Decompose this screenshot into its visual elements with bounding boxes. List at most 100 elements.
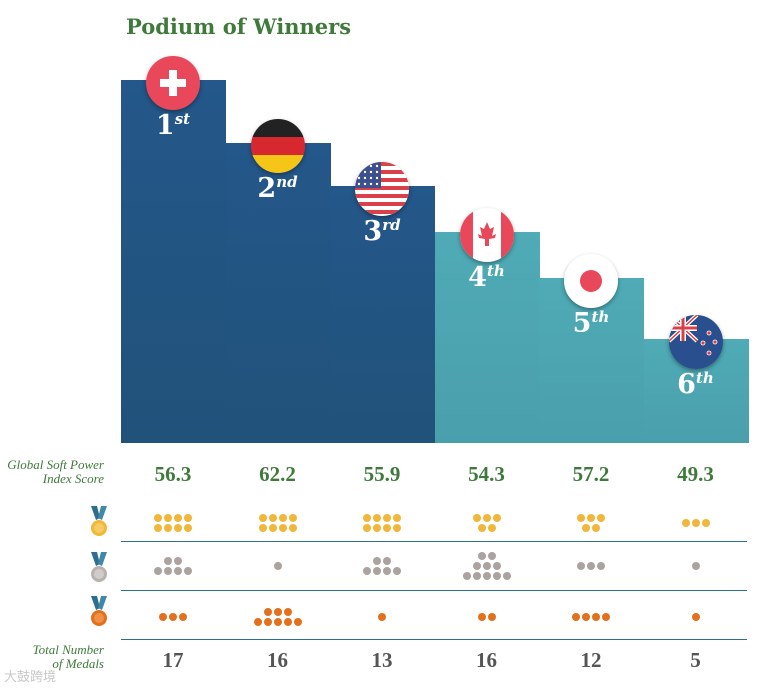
medal-dot [288,514,297,522]
medal-dot [587,514,596,522]
medal-dot [393,567,402,575]
watermark: 大鼓跨境 [4,670,57,685]
medal-dot [487,552,496,560]
medal-dot [383,524,392,532]
medal-dot [268,514,277,522]
bronze-medal-dots [330,600,434,634]
gold-medal-icon [91,506,107,536]
medal-dot [477,613,486,621]
canada-flag-icon [459,208,514,262]
score-label-line-1: Global Soft Power [7,457,104,472]
silver-row-divider [121,590,747,591]
total-medals: 16 [267,648,288,672]
soft-power-score: 54.3 [468,462,505,486]
usa-flag-icon [355,162,410,216]
bronze-row-divider [121,639,747,640]
medal-dot [169,613,178,621]
medal-dot [293,618,302,626]
rank-number: 2 [257,173,277,204]
silver-medal-dots [226,546,330,586]
medal-dot [393,524,402,532]
total-medals: 16 [476,648,497,672]
medal-dot [472,572,481,580]
rank-suffix: rd [382,216,401,234]
germany-flag-icon [250,119,305,173]
total-label-line-1: Total Number [32,642,104,657]
bronze-medal-dots [435,600,539,634]
podium-step-1 [121,80,226,443]
medal-dot [288,524,297,532]
medal-dot [597,514,606,522]
rank-suffix: th [486,262,505,280]
medal-dot [154,524,163,532]
medal-dot [502,572,511,580]
gold-medal-dots [330,506,434,540]
switzerland-flag-icon [146,56,201,110]
gold-medal-dots [435,506,539,540]
medal-dot [383,567,392,575]
medal-dot [164,524,173,532]
medal-dot [363,524,372,532]
medal-dot [592,524,601,532]
medal-dot [154,514,163,522]
bronze-medal-dots [539,600,643,634]
silver-medal-dots [644,546,748,586]
medal-dot [378,613,387,621]
rank-suffix: th [591,308,610,326]
silver-medal-icon [91,552,107,582]
rank-label-4: 4th [435,262,539,293]
medal-dot [492,562,501,570]
medal-dot [373,514,382,522]
rank-label-2: 2nd [226,173,330,204]
medal-dot [283,608,292,616]
gold-medal-dots [644,506,748,540]
rank-suffix: th [695,369,714,387]
medal-dot [681,519,690,527]
total-medals: 17 [162,648,184,672]
medal-dot [164,567,173,575]
medal-dot [383,557,392,565]
total-medals: 12 [580,648,602,672]
rank-suffix: nd [276,173,298,191]
medal-dot [179,613,188,621]
medal-dot [577,562,586,570]
medal-dot [572,613,581,621]
bronze-medal-icon [91,596,107,626]
medal-dot [587,562,596,570]
medal-dot [383,514,392,522]
total-row-label: Total Number of Medals [0,643,104,671]
medal-dot [492,572,501,580]
medal-dot [393,514,402,522]
medal-dot [602,613,611,621]
medal-dot [174,524,183,532]
rank-number: 1 [155,110,175,141]
medal-dot [691,562,700,570]
rank-suffix: st [174,110,191,128]
medal-dot [363,514,372,522]
score-row-label: Global Soft Power Index Score [0,458,104,486]
medal-dot [174,567,183,575]
medal-dot [174,514,183,522]
medal-dot [258,524,267,532]
silver-medal-dots [121,546,225,586]
rank-number: 5 [572,308,592,339]
medal-dot [154,567,163,575]
medal-dot [184,524,193,532]
medal-dot [278,514,287,522]
medal-dot [691,519,700,527]
medal-dot [268,524,277,532]
medal-dot [373,557,382,565]
rank-label-3: 3rd [330,216,434,247]
rank-number: 4 [468,262,487,293]
medal-dot [273,608,282,616]
soft-power-score: 55.9 [363,462,401,486]
soft-power-score: 62.2 [259,462,296,486]
podium-step-3 [330,186,435,443]
medal-dot [164,514,173,522]
medal-dot [174,557,183,565]
chart-title: Podium of Winners [126,14,352,39]
podium-step-2 [225,143,331,443]
medal-dot [597,562,606,570]
score-label-line-2: Index Score [42,471,104,486]
medal-dot [164,557,173,565]
